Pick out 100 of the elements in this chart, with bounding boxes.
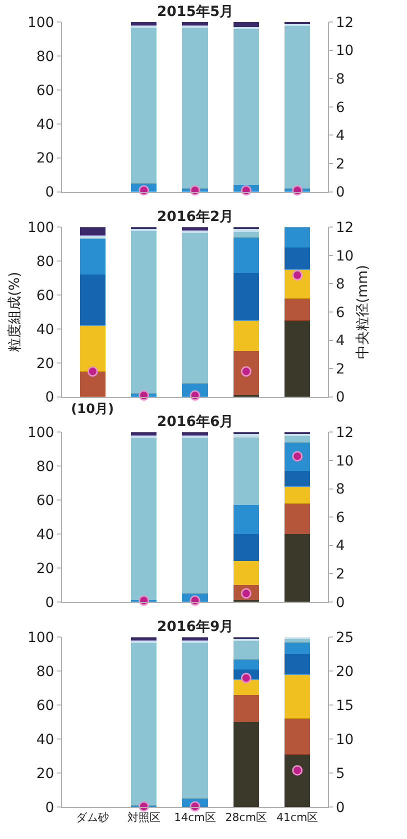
y2-tick-label: 0 xyxy=(336,184,345,201)
bar xyxy=(284,503,310,534)
y-tick-label: 60 xyxy=(36,288,54,304)
y-tick-label: 40 xyxy=(36,322,54,338)
bar xyxy=(284,638,310,642)
bar xyxy=(131,640,157,644)
y2-tick-label: 12 xyxy=(336,220,354,236)
bar xyxy=(284,642,310,654)
bar xyxy=(233,680,259,695)
bar xyxy=(182,436,208,438)
y2-tick-label: 2 xyxy=(336,361,345,378)
y-tick-label: 80 xyxy=(36,254,54,270)
bar xyxy=(182,640,208,644)
bar xyxy=(182,642,208,799)
bar xyxy=(80,326,106,372)
bar xyxy=(182,25,208,28)
y2-tick-label: 0 xyxy=(336,800,345,816)
y-tick-label: 100 xyxy=(27,630,54,646)
point xyxy=(240,672,252,684)
bar xyxy=(233,437,259,506)
bar xyxy=(80,227,106,236)
y2-tick-label: 8 xyxy=(336,276,345,293)
bar xyxy=(284,247,310,270)
bar xyxy=(182,637,208,641)
y2-tick-label: 8 xyxy=(336,71,345,88)
point xyxy=(292,270,303,280)
bar xyxy=(233,320,259,351)
y2-tick-label: 10 xyxy=(336,43,354,60)
chart-title: 2016年6月 xyxy=(157,414,234,430)
y-tick-label: 80 xyxy=(36,459,54,476)
bar xyxy=(233,22,259,28)
bar xyxy=(284,227,310,248)
bar xyxy=(284,486,310,504)
y-tick-label: 20 xyxy=(36,766,54,782)
bar xyxy=(233,640,259,660)
y-tick-label: 60 xyxy=(36,82,54,99)
bar xyxy=(131,642,157,806)
bar xyxy=(284,320,310,397)
bar xyxy=(284,674,310,719)
y-tick-label: 20 xyxy=(36,560,54,577)
y2-tick-label: 6 xyxy=(336,304,345,321)
y2-tick-label: 4 xyxy=(336,333,345,350)
bar xyxy=(80,274,106,326)
bar xyxy=(182,22,208,26)
y2-tick-label: 4 xyxy=(336,128,345,144)
bar xyxy=(284,654,310,675)
bar xyxy=(182,27,208,188)
bar xyxy=(131,27,157,184)
y2-tick-label: 10 xyxy=(336,453,354,470)
y2-tick-label: 0 xyxy=(336,390,345,406)
x-tick-label: 41cm区 xyxy=(276,811,318,824)
bar xyxy=(233,272,259,320)
bar xyxy=(131,437,157,600)
y-tick-label: 100 xyxy=(27,14,54,31)
y-tick-label: 40 xyxy=(36,732,54,748)
y2-tick-label: 4 xyxy=(336,538,345,554)
bar xyxy=(284,436,310,442)
bar xyxy=(233,534,259,562)
bar xyxy=(131,230,157,394)
y-tick-label: 60 xyxy=(36,492,54,509)
x-tick-label: 28cm区 xyxy=(225,811,268,824)
y-tick-label: 80 xyxy=(36,664,54,680)
text: (10月) xyxy=(71,402,114,417)
y2-tick-label: 12 xyxy=(336,14,354,31)
y-tick-label: 80 xyxy=(36,48,54,65)
bar xyxy=(233,694,259,722)
bar xyxy=(182,230,208,234)
point xyxy=(87,366,98,377)
y2-tick-label: 15 xyxy=(336,698,354,714)
y-tick-label: 60 xyxy=(36,698,54,714)
y2-tick-label: 0 xyxy=(336,594,345,611)
bar xyxy=(284,298,310,320)
y2-tick-label: 5 xyxy=(336,766,345,782)
y-tick-label: 0 xyxy=(45,800,54,816)
y-tick-label: 0 xyxy=(45,390,54,406)
bar xyxy=(131,436,157,438)
y2-tick-label: 2 xyxy=(336,566,345,583)
bar xyxy=(233,505,259,534)
bar xyxy=(233,434,259,438)
y-tick-label: 0 xyxy=(45,184,54,201)
bar xyxy=(284,471,310,486)
point xyxy=(292,765,303,776)
x-tick-label: 14cm区 xyxy=(174,811,216,824)
x-tick-label: ダム砂 xyxy=(76,811,110,824)
y-tick-label: 40 xyxy=(36,116,54,133)
y-tick-label: 0 xyxy=(45,594,54,611)
chart-title: 2015年5月 xyxy=(157,4,234,20)
bar xyxy=(284,534,310,602)
bar xyxy=(284,754,310,807)
x-tick-label: 対照区 xyxy=(127,811,160,824)
y-axis-title: 粒度組成(%) xyxy=(7,272,24,352)
y2-tick-label: 6 xyxy=(336,510,345,526)
bar xyxy=(131,22,157,26)
y2-tick-label: 2 xyxy=(336,156,345,172)
bar xyxy=(233,28,259,185)
chart-title: 2016年9月 xyxy=(157,619,234,635)
bar xyxy=(182,232,208,384)
bar xyxy=(182,432,208,436)
bar xyxy=(233,561,259,585)
bar xyxy=(284,25,310,188)
